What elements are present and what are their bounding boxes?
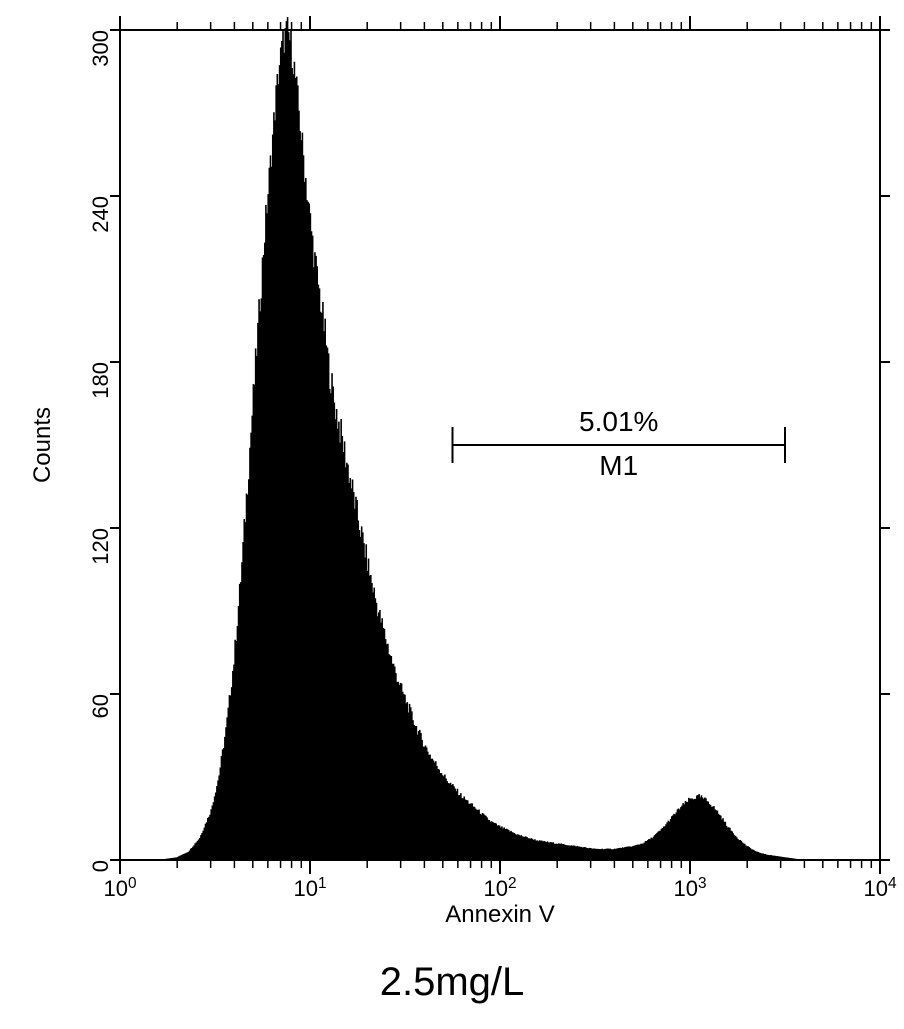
svg-text:180: 180 (88, 362, 113, 399)
svg-text:0: 0 (88, 860, 113, 872)
svg-text:120: 120 (88, 528, 113, 565)
svg-text:240: 240 (88, 196, 113, 233)
svg-text:104: 104 (863, 875, 896, 902)
svg-text:60: 60 (88, 694, 113, 718)
svg-text:102: 102 (483, 875, 516, 902)
svg-text:M1: M1 (599, 450, 638, 481)
figure-wrapper: 0 60 120 180 240 300 100 101 102 103 104 Annexin V C… (0, 0, 904, 1029)
svg-text:Counts: Counts (29, 407, 56, 483)
svg-text:101: 101 (293, 875, 326, 902)
svg-text:300: 300 (88, 30, 113, 67)
histogram-plot: 0 60 120 180 240 300 100 101 102 103 104 Annexin V C… (0, 0, 904, 950)
svg-text:100: 100 (103, 875, 136, 902)
svg-text:Annexin V: Annexin V (445, 901, 554, 928)
figure-caption: 2.5mg/L (0, 960, 904, 1005)
svg-text:103: 103 (673, 875, 706, 902)
svg-text:5.01%: 5.01% (579, 406, 658, 437)
